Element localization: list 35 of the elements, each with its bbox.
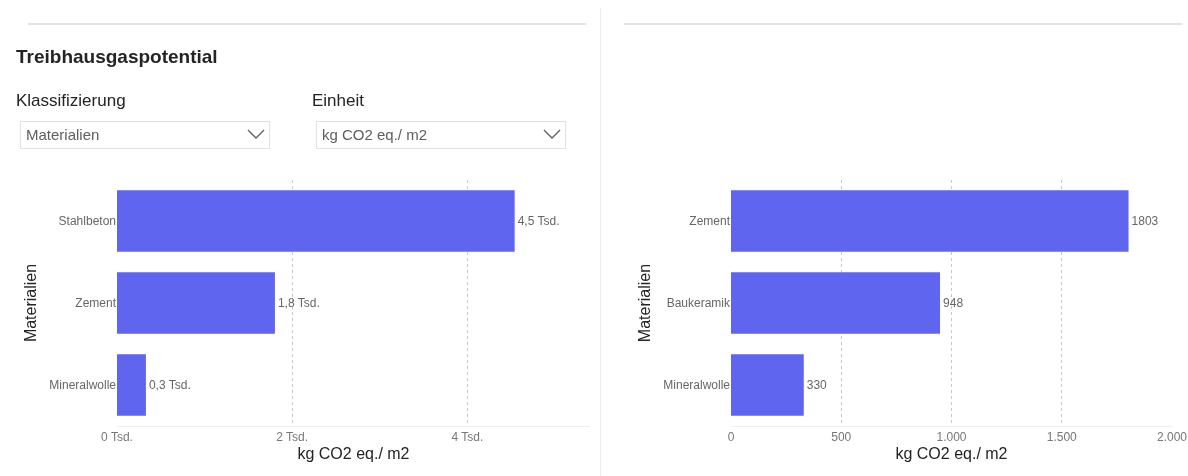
y-tick-label: Baukeramik [666, 296, 731, 311]
y-axis-title: Materialien [636, 263, 654, 343]
data-label: 948 [943, 296, 964, 310]
y-tick-label: Mineralwolle [49, 378, 117, 393]
x-tick-label: 1.000 [936, 430, 967, 445]
y-tick-label: Mineralwolle [663, 378, 731, 393]
y-tick-label: Zement [75, 296, 117, 311]
data-label: 0,3 Tsd. [148, 378, 191, 392]
data-label: 1,8 Tsd. [277, 296, 320, 310]
text: Materialien [20, 121, 270, 149]
text: Klassifizierung [16, 91, 127, 112]
y-tick-label: Stahlbeton [58, 214, 116, 229]
x-tick-label: 4 Tsd. [451, 430, 484, 445]
y-tick-label: Zement [689, 214, 731, 229]
bar [731, 272, 941, 334]
x-tick-label: 1.500 [1046, 430, 1078, 445]
text: Einheit [312, 91, 365, 112]
x-tick-label: 2.000 [1156, 430, 1188, 445]
x-tick-label: 2 Tsd. [276, 430, 309, 445]
chart-title: Treibhausgaspotential [16, 46, 218, 68]
bar [117, 354, 146, 416]
bar [117, 272, 275, 334]
x-tick-label: 0 Tsd. [101, 430, 133, 445]
data-label: 4,5 Tsd. [517, 214, 560, 228]
x-axis-title: kg CO2 eq./ m2 [895, 445, 1008, 463]
x-axis-title: kg CO2 eq./ m2 [297, 445, 410, 463]
data-label: 330 [806, 378, 828, 392]
bar [731, 190, 1129, 252]
x-tick-label: 500 [831, 430, 852, 445]
x-tick-label: 0 [727, 430, 735, 445]
text: kg CO2 eq./ m2 [316, 121, 566, 149]
y-axis-title: Materialien [22, 263, 40, 343]
bar [731, 354, 804, 416]
bar [117, 190, 515, 252]
data-label: 1803 [1131, 214, 1159, 228]
